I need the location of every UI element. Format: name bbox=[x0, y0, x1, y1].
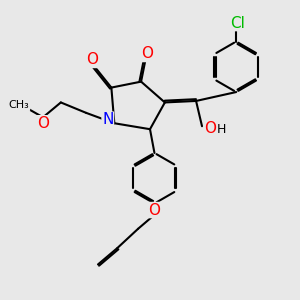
Text: O: O bbox=[37, 116, 49, 131]
Text: CH₃: CH₃ bbox=[9, 100, 30, 110]
Text: H: H bbox=[217, 123, 226, 136]
Text: N: N bbox=[102, 112, 113, 127]
Text: O: O bbox=[141, 46, 153, 62]
Text: O: O bbox=[86, 52, 98, 68]
Text: O: O bbox=[204, 121, 216, 136]
Text: Cl: Cl bbox=[230, 16, 245, 31]
Text: O: O bbox=[148, 202, 160, 217]
